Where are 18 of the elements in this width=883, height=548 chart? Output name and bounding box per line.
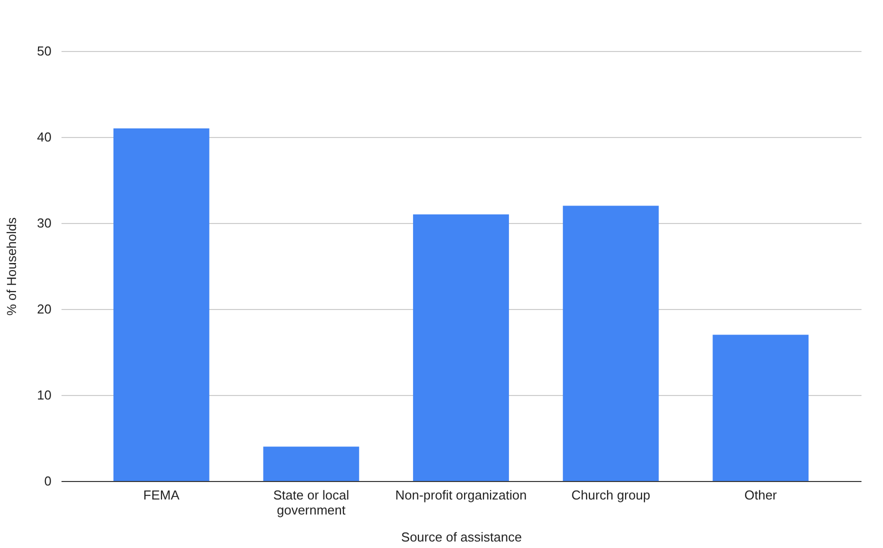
y-tick-label: 20	[37, 302, 52, 316]
x-tick-label: Non-profit organization	[395, 488, 527, 502]
bar	[562, 206, 659, 481]
x-tick-label: Other	[744, 488, 778, 502]
y-tick-label: 30	[37, 216, 52, 230]
x-tick-label: FEMA	[143, 488, 180, 502]
y-tick-label: 40	[37, 130, 52, 144]
bar	[413, 214, 509, 481]
bar	[113, 128, 210, 481]
y-tick-label: 10	[37, 388, 52, 402]
y-tick-label: 50	[37, 44, 52, 58]
bar	[263, 446, 360, 481]
x-tick-label: State or local government	[273, 488, 350, 518]
y-tick-label: 0	[44, 474, 52, 488]
y-axis-title: % of Households	[4, 216, 20, 316]
x-tick-label: Church group	[571, 488, 650, 502]
x-axis-title: Source of assistance	[401, 530, 522, 544]
bar	[712, 334, 809, 481]
